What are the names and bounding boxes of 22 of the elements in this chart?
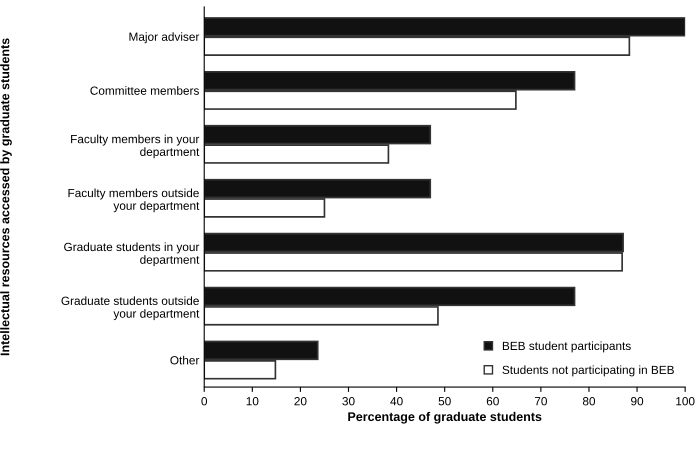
x-axis-title: Percentage of graduate students [348, 412, 542, 424]
x-tick-label: 30 [342, 397, 355, 406]
legend-label: BEB student participants [502, 341, 631, 352]
y-tick-label: Faculty members outside your department [68, 188, 200, 212]
x-tick-label: 70 [534, 397, 547, 406]
x-tick-label: 10 [246, 397, 258, 406]
x-tick-label: 40 [390, 397, 403, 406]
y-tick-label: Other [170, 356, 200, 364]
x-tick-label: 0 [201, 397, 208, 406]
x-tick-label: 20 [294, 397, 307, 406]
y-tick-label: Graduate students in your department [64, 242, 200, 266]
x-tick-label: 90 [631, 397, 644, 406]
x-tick-label: 60 [486, 397, 499, 406]
y-tick-label: Faculty members in your department [71, 134, 200, 158]
x-tick-label: 50 [438, 397, 451, 406]
legend-label: Students not participating in BEB [502, 365, 674, 376]
y-tick-label: Committee members [90, 86, 199, 95]
x-tick-label: 80 [582, 397, 596, 406]
y-tick-label: Graduate students outside your department [61, 296, 200, 320]
y-axis-title: Intellectual resources accessed by graduate students [0, 38, 12, 356]
y-tick-label: Major adviser [129, 32, 200, 44]
x-tick-label: 100 [676, 397, 695, 406]
